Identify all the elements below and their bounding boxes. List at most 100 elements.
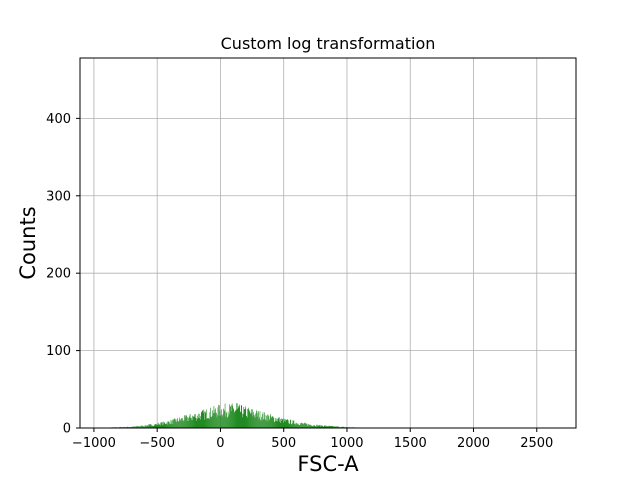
histogram-bar bbox=[205, 411, 207, 428]
histogram-bar bbox=[282, 418, 284, 428]
histogram-bar bbox=[255, 413, 256, 428]
histogram-bar bbox=[237, 407, 239, 428]
histogram-bar bbox=[332, 426, 333, 428]
histogram-bar bbox=[313, 425, 315, 428]
histogram-bar bbox=[197, 418, 199, 428]
histogram-bar bbox=[161, 422, 163, 428]
histogram-bar bbox=[338, 426, 339, 428]
histogram-bar bbox=[315, 426, 317, 428]
histogram-bar bbox=[247, 408, 248, 428]
histogram-bar bbox=[233, 412, 235, 428]
histogram-bar bbox=[151, 425, 152, 428]
histogram-bar bbox=[259, 411, 261, 428]
histogram-bar bbox=[284, 421, 286, 428]
histogram-bar bbox=[120, 426, 122, 428]
histogram-bar bbox=[198, 417, 200, 428]
histogram-bar bbox=[324, 426, 326, 428]
histogram-bar bbox=[212, 415, 214, 428]
histogram-bar bbox=[269, 419, 270, 428]
histogram-bar bbox=[175, 421, 177, 428]
histogram-bar bbox=[264, 414, 266, 428]
histogram-bar bbox=[253, 414, 255, 428]
histogram-bar bbox=[172, 419, 173, 428]
histogram-bar bbox=[166, 422, 168, 428]
histogram-bar bbox=[304, 422, 305, 428]
histogram-bar bbox=[274, 422, 275, 428]
histogram-bar bbox=[210, 416, 212, 428]
histogram-bar bbox=[164, 422, 166, 428]
histogram-bar bbox=[184, 415, 186, 428]
histogram-bar bbox=[337, 426, 339, 428]
histogram-bar bbox=[277, 418, 279, 428]
histogram-bar bbox=[160, 422, 162, 428]
histogram-bar bbox=[154, 423, 156, 428]
histogram-bar bbox=[295, 424, 296, 428]
histogram-bar bbox=[140, 425, 142, 428]
histogram-bar bbox=[212, 410, 213, 428]
histogram-bar bbox=[209, 419, 210, 428]
histogram-bar bbox=[285, 419, 287, 428]
histogram-bar bbox=[197, 413, 199, 428]
histogram-bar bbox=[137, 426, 139, 428]
histogram-bar bbox=[224, 410, 225, 428]
histogram-bar bbox=[297, 423, 298, 428]
histogram-bar bbox=[254, 417, 256, 428]
histogram-bar bbox=[265, 420, 267, 428]
histogram-bar bbox=[148, 424, 150, 428]
histogram-bar bbox=[221, 409, 222, 428]
histogram-bar bbox=[299, 424, 301, 428]
histogram-bar bbox=[277, 418, 278, 428]
histogram-bar bbox=[244, 406, 246, 428]
histogram-bar bbox=[263, 419, 264, 428]
histogram-bar bbox=[257, 416, 258, 428]
histogram-bar bbox=[283, 420, 285, 428]
histogram-bar bbox=[213, 406, 215, 428]
histogram-bar bbox=[182, 419, 184, 428]
histogram-bar bbox=[192, 416, 194, 428]
histogram-bar bbox=[199, 413, 201, 428]
histogram-bar bbox=[247, 417, 249, 428]
histogram-bar bbox=[169, 424, 171, 428]
histogram-bar bbox=[200, 412, 202, 428]
histogram-bar bbox=[230, 411, 232, 428]
histogram-bar bbox=[184, 415, 185, 428]
histogram-bar bbox=[333, 426, 334, 428]
histogram-bar bbox=[331, 426, 333, 428]
histogram-bar bbox=[314, 426, 316, 428]
histogram-bar bbox=[313, 425, 314, 428]
histogram-bar bbox=[186, 420, 188, 428]
histogram-bar bbox=[165, 423, 166, 428]
histogram-bar bbox=[275, 418, 277, 428]
histogram-bar bbox=[173, 419, 174, 428]
histogram-bar bbox=[218, 415, 220, 428]
histogram-bar bbox=[238, 405, 240, 428]
histogram-bar bbox=[222, 416, 223, 428]
histogram-bar bbox=[271, 416, 273, 428]
histogram-bar bbox=[191, 417, 192, 428]
histogram-bar bbox=[131, 426, 133, 428]
histogram-bar bbox=[228, 416, 229, 428]
histogram-bar bbox=[136, 425, 138, 428]
histogram-bar bbox=[276, 421, 277, 428]
histogram-bar bbox=[270, 417, 272, 428]
histogram-bar bbox=[185, 417, 186, 428]
histogram-bar bbox=[338, 426, 340, 428]
histogram-bar bbox=[343, 426, 344, 428]
histogram-bar bbox=[150, 424, 152, 428]
histogram-bar bbox=[239, 404, 241, 428]
histogram-bar bbox=[216, 417, 218, 428]
histogram-bar bbox=[191, 420, 193, 428]
histogram-bar bbox=[155, 424, 157, 428]
histogram-bar bbox=[220, 414, 222, 428]
histogram-bar bbox=[236, 403, 238, 428]
histogram-bar bbox=[208, 418, 209, 428]
histogram-bar bbox=[308, 424, 309, 428]
histogram-bar bbox=[295, 423, 297, 428]
histogram-bar bbox=[183, 420, 185, 428]
histogram-bar bbox=[163, 421, 165, 428]
histogram-bar bbox=[234, 410, 236, 428]
histogram-bar bbox=[327, 426, 329, 428]
histogram-bar bbox=[138, 426, 140, 428]
histogram-bar bbox=[284, 419, 286, 428]
x-tick-label: 1000 bbox=[330, 436, 363, 451]
